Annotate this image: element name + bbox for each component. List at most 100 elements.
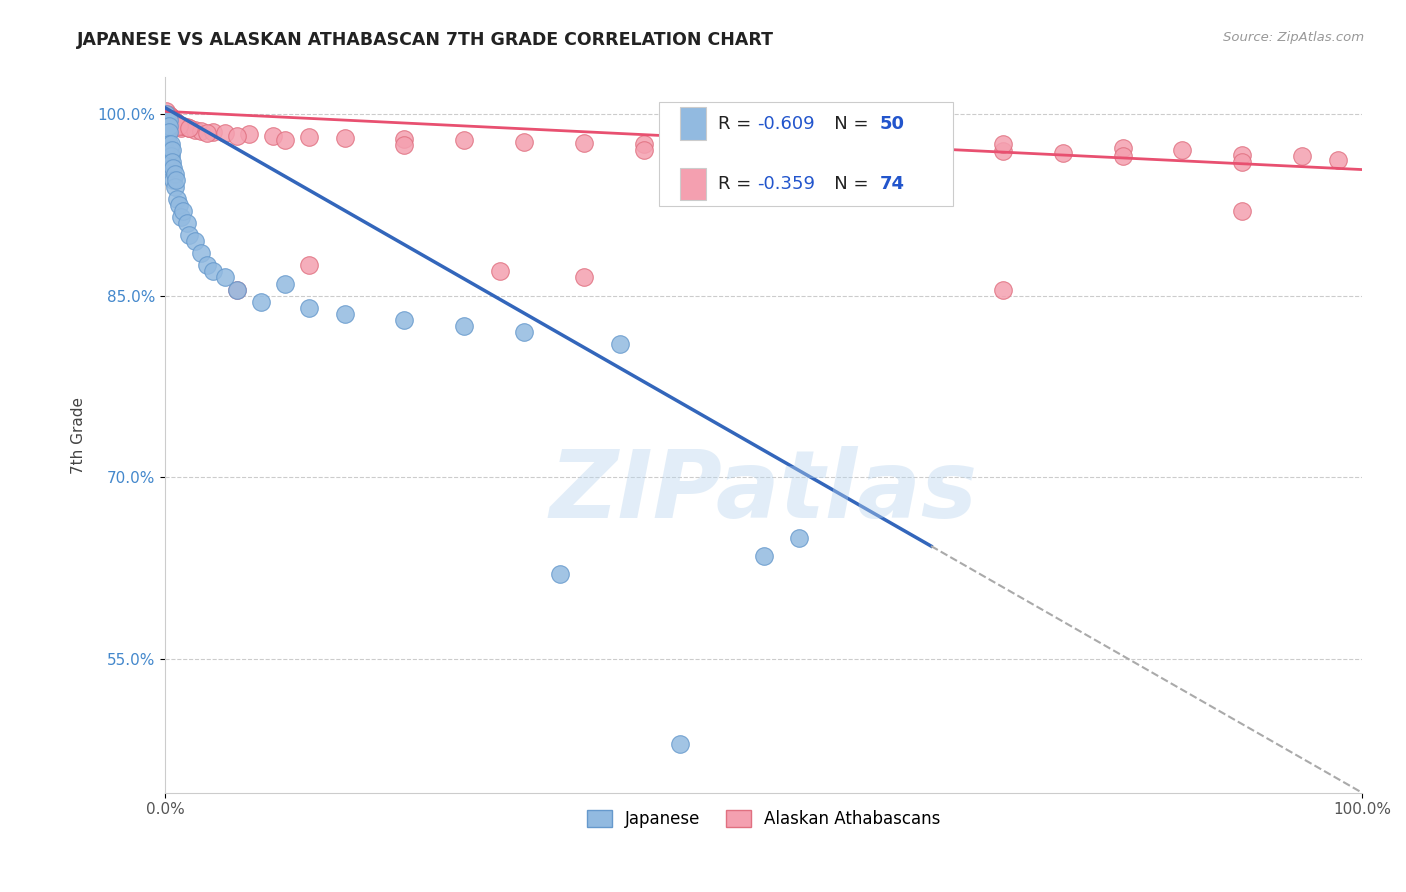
Text: R =: R = [718, 114, 756, 133]
Point [1232, 148, 1254, 162]
Point [1327, 153, 1350, 167]
Point [225, 283, 247, 297]
Point [1232, 155, 1254, 169]
Point [157, 112, 180, 126]
Point [157, 112, 180, 126]
Point [176, 120, 198, 135]
Point [155, 131, 177, 145]
Point [162, 112, 184, 127]
Point [156, 114, 179, 128]
Text: ZIPatlas: ZIPatlas [550, 446, 977, 538]
Text: 50: 50 [880, 114, 904, 133]
Point [155, 112, 177, 126]
Point [155, 108, 177, 122]
Point [159, 155, 181, 169]
Point [157, 112, 180, 127]
Point [609, 337, 631, 351]
Point [195, 126, 218, 140]
Point [789, 531, 811, 545]
Point [169, 198, 191, 212]
Point [177, 121, 200, 136]
Point [513, 135, 536, 149]
Point [176, 216, 198, 230]
Point [162, 116, 184, 130]
Point [159, 116, 181, 130]
Point [548, 567, 571, 582]
Point [1232, 203, 1254, 218]
Point [453, 133, 475, 147]
Point [163, 114, 186, 128]
Point [157, 119, 180, 133]
Point [169, 210, 191, 224]
Point [184, 234, 207, 248]
Point [633, 143, 655, 157]
Point [165, 115, 187, 129]
Point [162, 173, 184, 187]
Point [159, 112, 181, 127]
Point [190, 124, 212, 138]
Point [169, 118, 191, 132]
Point [166, 116, 188, 130]
Point [633, 137, 655, 152]
Point [166, 192, 188, 206]
Text: JAPANESE VS ALASKAN ATHABASCAN 7TH GRADE CORRELATION CHART: JAPANESE VS ALASKAN ATHABASCAN 7TH GRADE… [77, 31, 775, 49]
Point [159, 109, 181, 123]
Point [184, 122, 207, 136]
Point [190, 246, 212, 260]
Point [453, 318, 475, 333]
Legend: Japanese, Alaskan Athabascans: Japanese, Alaskan Athabascans [581, 803, 946, 834]
Point [991, 145, 1014, 159]
Text: N =: N = [817, 114, 875, 133]
Point [201, 264, 224, 278]
Point [692, 138, 714, 153]
Point [274, 277, 297, 291]
Point [155, 155, 177, 169]
Point [160, 114, 183, 128]
Point [155, 143, 177, 157]
Point [155, 104, 177, 119]
Point [159, 149, 181, 163]
Point [752, 139, 775, 153]
Point [201, 125, 224, 139]
Text: 74: 74 [880, 176, 904, 194]
Text: Source: ZipAtlas.com: Source: ZipAtlas.com [1223, 31, 1364, 45]
Point [1291, 149, 1313, 163]
Point [165, 173, 187, 187]
Text: N =: N = [817, 176, 875, 194]
Point [156, 112, 179, 127]
Point [752, 549, 775, 564]
Point [1052, 145, 1074, 160]
Point [214, 270, 236, 285]
Point [156, 125, 179, 139]
Point [160, 137, 183, 152]
Point [157, 125, 180, 139]
Point [1171, 143, 1194, 157]
Text: -0.359: -0.359 [758, 176, 815, 194]
Point [162, 112, 184, 126]
Point [394, 132, 416, 146]
Point [157, 115, 180, 129]
Point [872, 142, 894, 156]
Point [169, 121, 191, 136]
Point [1111, 149, 1133, 163]
Point [157, 137, 180, 152]
Point [932, 143, 955, 157]
Point [333, 131, 356, 145]
FancyBboxPatch shape [679, 169, 706, 201]
Point [394, 313, 416, 327]
Point [169, 119, 191, 133]
Point [489, 264, 512, 278]
Point [668, 737, 690, 751]
Point [162, 115, 184, 129]
Point [155, 107, 177, 121]
Point [162, 161, 184, 176]
Point [155, 119, 177, 133]
Point [238, 128, 260, 142]
Point [172, 203, 194, 218]
Point [274, 133, 297, 147]
Point [156, 131, 179, 145]
Text: -0.609: -0.609 [758, 114, 815, 133]
Point [572, 270, 595, 285]
Point [163, 116, 186, 130]
Point [160, 114, 183, 128]
